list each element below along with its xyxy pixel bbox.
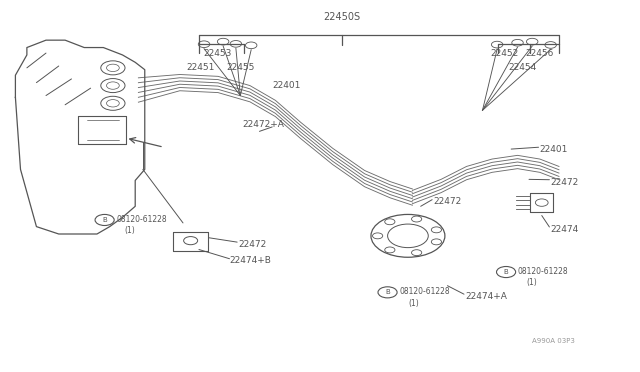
Text: 22472: 22472 [239, 240, 267, 249]
Text: 22472+A: 22472+A [243, 120, 284, 129]
Text: B: B [385, 289, 390, 295]
Text: 22454: 22454 [508, 62, 536, 72]
Text: 22450S: 22450S [324, 12, 361, 22]
Text: (1): (1) [408, 299, 419, 308]
Text: 22453: 22453 [204, 49, 232, 58]
Text: 08120-61228: 08120-61228 [116, 215, 166, 224]
Text: 22451: 22451 [186, 63, 214, 72]
Text: 22474+A: 22474+A [465, 292, 507, 301]
Text: (1): (1) [124, 226, 135, 235]
Text: A990A 03P3: A990A 03P3 [532, 338, 575, 344]
Text: 22474+B: 22474+B [229, 256, 271, 265]
Text: 22401: 22401 [540, 145, 568, 154]
Text: (1): (1) [527, 278, 537, 287]
Text: 22456: 22456 [525, 49, 554, 58]
Text: 22474: 22474 [550, 225, 579, 234]
Text: 22401: 22401 [273, 81, 301, 90]
Text: 08120-61228: 08120-61228 [518, 267, 568, 276]
Text: 22472: 22472 [433, 197, 461, 206]
Text: 22455: 22455 [226, 63, 255, 72]
Text: B: B [504, 269, 508, 275]
Text: 22452: 22452 [491, 49, 519, 58]
Text: 08120-61228: 08120-61228 [399, 288, 450, 296]
Text: B: B [102, 217, 107, 223]
Text: 22472: 22472 [550, 178, 579, 187]
